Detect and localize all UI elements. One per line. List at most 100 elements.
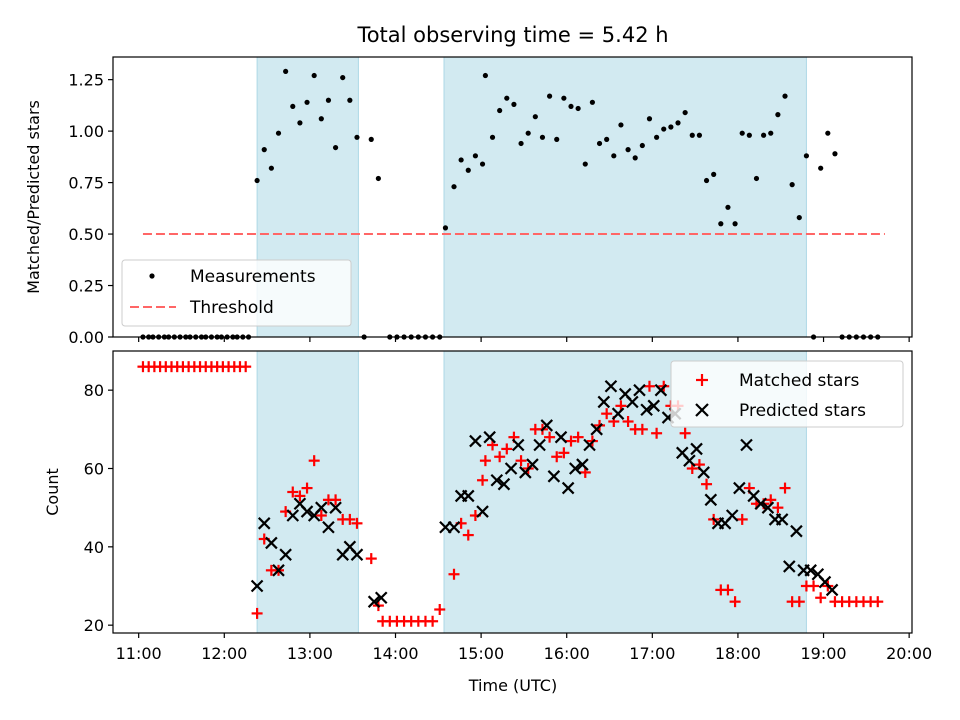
x-tick-label: 15:00 <box>458 644 504 663</box>
x-tick-label: 17:00 <box>629 644 675 663</box>
measurement-point <box>789 182 795 188</box>
matched-star-point <box>365 553 377 565</box>
predicted-star-point <box>697 466 710 479</box>
predicted-star-point <box>775 513 789 526</box>
measurement-point <box>497 107 503 114</box>
predicted-star-point <box>554 430 568 444</box>
matched-star-point <box>294 490 306 502</box>
bottom-legend-box <box>670 360 904 428</box>
predicted-star-point <box>476 505 489 518</box>
x-tick-label: 14:00 <box>372 644 418 663</box>
predicted-star-point <box>279 548 292 561</box>
measurement-point <box>589 99 596 105</box>
x-tick-label: 11:00 <box>116 644 162 663</box>
measurement-point <box>725 204 731 210</box>
legend-predicted-marker <box>695 403 709 417</box>
predicted-star-point <box>590 423 603 436</box>
predicted-star-point <box>725 509 739 522</box>
measurement-point <box>451 184 457 190</box>
y-tick-label: 0.25 <box>68 277 104 296</box>
measurement-point <box>268 165 274 171</box>
predicted-star-point <box>511 438 525 452</box>
measurement-point <box>290 103 296 110</box>
legend-measurements-label: Measurements <box>190 267 316 287</box>
top-y-axis-label: Matched/Predicted stars <box>24 100 43 294</box>
x-tick-label: 16:00 <box>544 644 590 663</box>
measurement-point <box>832 151 838 157</box>
matched-star-point <box>251 607 263 619</box>
predicted-star-point <box>533 438 546 452</box>
measurement-point <box>442 225 449 231</box>
measurement-point <box>796 214 802 221</box>
y-tick-label: 0.00 <box>68 328 104 347</box>
bottom-legend: Matched stars Predicted stars <box>670 360 904 428</box>
measurement-point <box>646 116 653 122</box>
measurement-point <box>311 72 317 79</box>
predicted-star-point <box>461 489 475 503</box>
predicted-star-point <box>783 560 796 573</box>
legend-matched-label: Matched stars <box>739 371 859 391</box>
predicted-star-point <box>576 458 589 471</box>
bottom-frame <box>112 350 913 634</box>
measurement-point <box>340 74 346 81</box>
matched-star-point <box>344 513 356 525</box>
legend-predicted-label: Predicted stars <box>739 401 866 421</box>
y-tick-label: 80 <box>84 381 104 400</box>
measurement-point <box>283 68 289 75</box>
matched-star-point <box>872 596 884 608</box>
measurement-point <box>625 147 631 153</box>
measurement-point <box>768 130 774 136</box>
x-tick-label: 19:00 <box>800 644 846 663</box>
matched-star-point <box>501 443 513 455</box>
predicted-star-point <box>469 434 482 448</box>
predicted-star-point <box>761 501 775 514</box>
predicted-star-point <box>483 430 496 444</box>
x-tick-label: 18:00 <box>715 644 761 663</box>
predicted-star-point <box>825 583 839 597</box>
matched-star-point <box>351 517 363 529</box>
y-tick-label: 40 <box>84 538 104 557</box>
top-panel: 0.00 0.25 0.50 0.75 1.00 1.25 Matched/Predict… <box>24 56 913 347</box>
measurement-point <box>696 132 703 138</box>
matched-star-point <box>308 455 320 467</box>
bottom-panel: 20 40 60 80 11:00 12:00 13:00 14:00 15:00 16:00 1… <box>43 350 932 695</box>
matched-star-point <box>462 529 474 541</box>
matched-star-point <box>330 494 342 506</box>
matched-star-point <box>558 447 570 459</box>
matched-star-point <box>643 380 655 392</box>
measurement-point <box>803 153 810 159</box>
predicted-star-point <box>272 564 285 577</box>
measurement-point <box>604 136 610 142</box>
measurement-point <box>668 124 674 130</box>
matched-star-point <box>494 451 506 463</box>
predicted-star-point <box>754 497 768 511</box>
measurement-point <box>325 97 332 103</box>
predicted-star-point <box>626 395 639 409</box>
predicted-star-point <box>683 454 696 467</box>
measurement-point <box>482 72 488 79</box>
predicted-star-point <box>490 473 504 487</box>
measurement-point <box>611 153 617 159</box>
measurement-point <box>575 105 581 112</box>
predicted-star-point <box>300 505 314 518</box>
measurement-point <box>675 120 681 126</box>
legend-threshold-label: Threshold <box>189 298 274 318</box>
legend-measurements-marker <box>149 273 155 279</box>
matched-star-point <box>551 451 563 463</box>
predicted-star-point <box>733 481 746 495</box>
y-tick-label: 60 <box>84 460 104 479</box>
measurement-point <box>682 109 688 116</box>
predicted-star-point <box>547 470 561 483</box>
matched-star-point <box>572 431 584 443</box>
predicted-star-point <box>604 379 618 393</box>
matched-star-point <box>565 435 577 447</box>
predicted-star-point <box>690 442 703 456</box>
matched-star-point <box>622 416 634 427</box>
predicted-star-point <box>611 407 625 420</box>
matched-star-point <box>808 580 820 592</box>
matched-star-point <box>701 478 713 490</box>
predicted-star-point <box>526 458 539 471</box>
measurement-point <box>511 101 517 107</box>
measurement-point <box>318 116 324 122</box>
predicted-star-point <box>497 477 511 491</box>
